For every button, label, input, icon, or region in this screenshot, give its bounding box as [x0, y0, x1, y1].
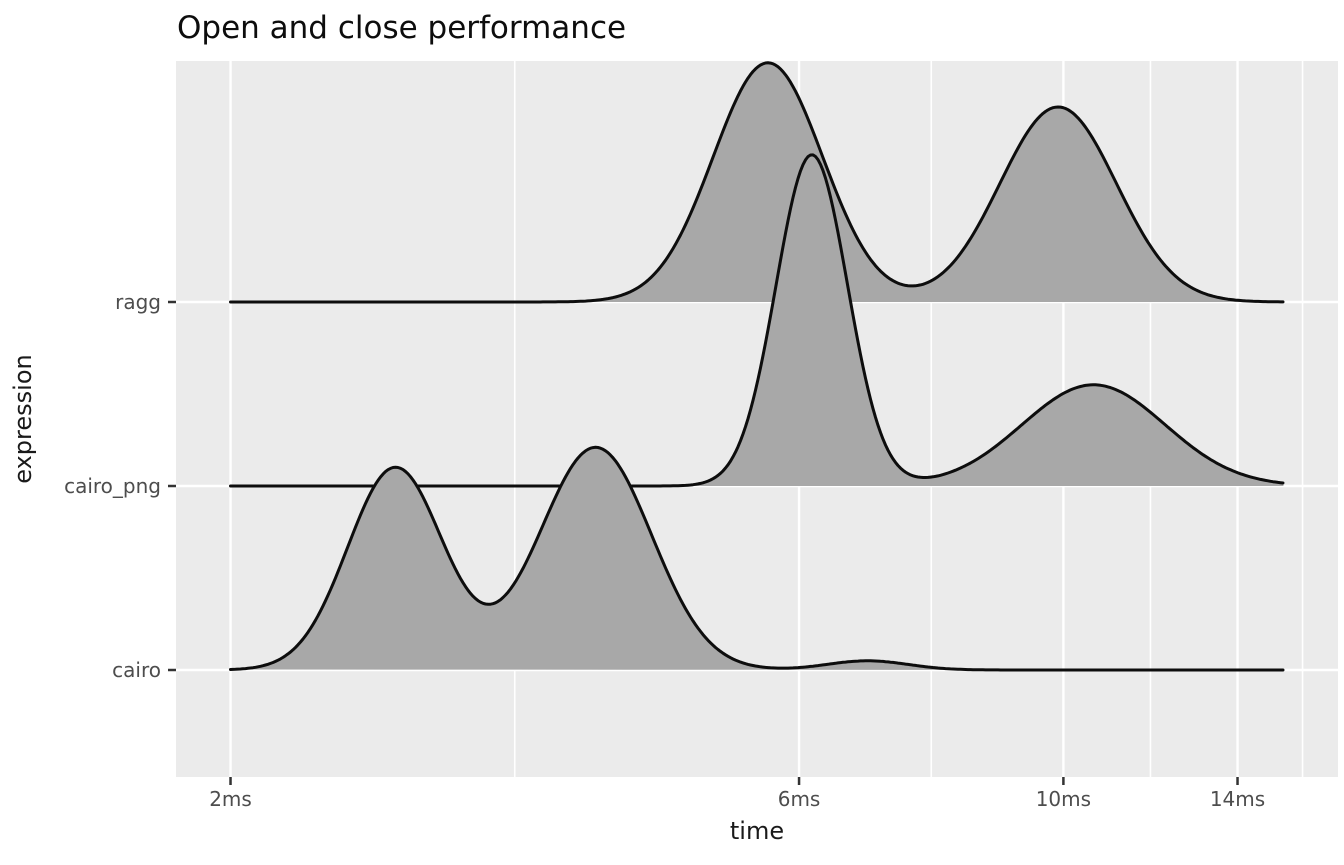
- y-axis-title: expression: [9, 354, 37, 484]
- ridge-fill-ragg: [230, 62, 1284, 302]
- y-tick-label-cairo: cairo: [112, 658, 161, 682]
- ridge-line-ragg: [229, 61, 1285, 304]
- x-tick-label-6ms: 6ms: [777, 787, 821, 811]
- chart-title: Open and close performance: [177, 10, 627, 46]
- ridge-fill-cairo: [230, 447, 1284, 670]
- y-tick-label-cairo-png: cairo_png: [64, 474, 161, 498]
- x-tick-label-14ms: 14ms: [1209, 787, 1266, 811]
- ridge-fill-cairo_png: [230, 154, 1284, 486]
- x-axis-title: time: [729, 817, 785, 845]
- y-tick-label-ragg: ragg: [115, 290, 161, 314]
- x-tick-label-2ms: 2ms: [209, 787, 252, 811]
- x-tick-label-10ms: 10ms: [1035, 787, 1092, 811]
- ridge-line-cairo: [229, 445, 1285, 672]
